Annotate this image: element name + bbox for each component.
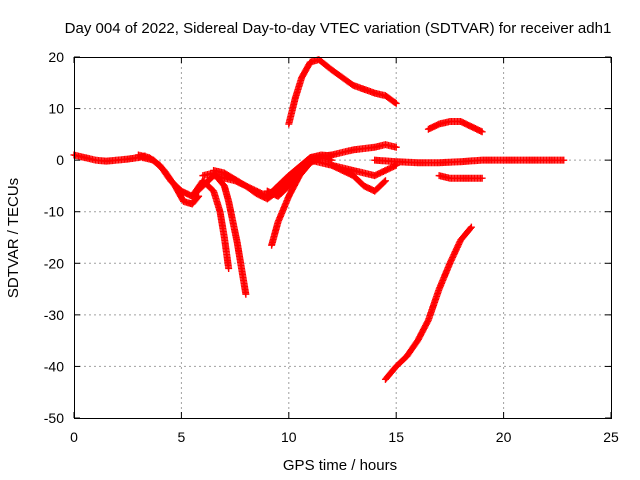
x-tick-label: 25 <box>603 429 619 445</box>
series-arc-17h <box>435 172 486 182</box>
y-tick-label: -20 <box>44 255 64 271</box>
x-tick-label: 0 <box>70 429 78 445</box>
data-point <box>194 193 202 201</box>
x-tick-label: 20 <box>496 429 512 445</box>
data-point <box>478 174 486 182</box>
y-tick-label: -50 <box>44 410 64 426</box>
y-tick-label: 10 <box>48 101 64 117</box>
x-tick-label: 15 <box>388 429 404 445</box>
series-arc-dip-b <box>139 154 203 208</box>
series-arc-drop-7h <box>199 169 250 298</box>
x-axis-label: GPS time / hours <box>283 457 397 474</box>
x-tick-label: 10 <box>281 429 297 445</box>
y-axis-label: SDTVAR / TECUs <box>5 178 22 298</box>
data-point <box>242 290 250 298</box>
data-point <box>467 223 475 231</box>
data-point <box>392 99 400 107</box>
x-tick-label: 5 <box>178 429 186 445</box>
data-point <box>195 192 203 200</box>
series-arc-rise-9h <box>268 154 336 249</box>
y-tick-label: -40 <box>44 358 64 374</box>
data-point <box>478 128 486 136</box>
data-point <box>466 224 474 232</box>
data-point <box>225 264 233 272</box>
series-arc-12h <box>328 161 389 195</box>
data-point <box>380 178 388 186</box>
data-point <box>392 143 400 151</box>
y-tick-label: 20 <box>48 49 64 65</box>
y-tick-label: -10 <box>44 204 64 220</box>
y-axis-ticks: 20 10 0 -10 -20 -30 -40 -50 <box>44 49 611 426</box>
x-axis-ticks: 0 5 10 15 20 25 <box>70 57 619 445</box>
y-tick-label: 0 <box>56 152 64 168</box>
plot-frame <box>74 57 612 419</box>
y-tick-label: -30 <box>44 307 64 323</box>
series-arc-deep <box>381 223 475 383</box>
grid-lines <box>74 57 611 418</box>
series-arc-drop-6h <box>188 177 233 272</box>
data-points <box>70 56 568 383</box>
data-point <box>560 156 568 164</box>
chart-title: Day 004 of 2022, Sidereal Day-to-day VTE… <box>65 20 612 37</box>
data-point <box>391 99 399 107</box>
series-arc-late-baseline <box>371 156 568 167</box>
data-point <box>381 177 389 185</box>
series-arc-16h <box>424 117 486 136</box>
series-arc-peak <box>285 56 400 128</box>
